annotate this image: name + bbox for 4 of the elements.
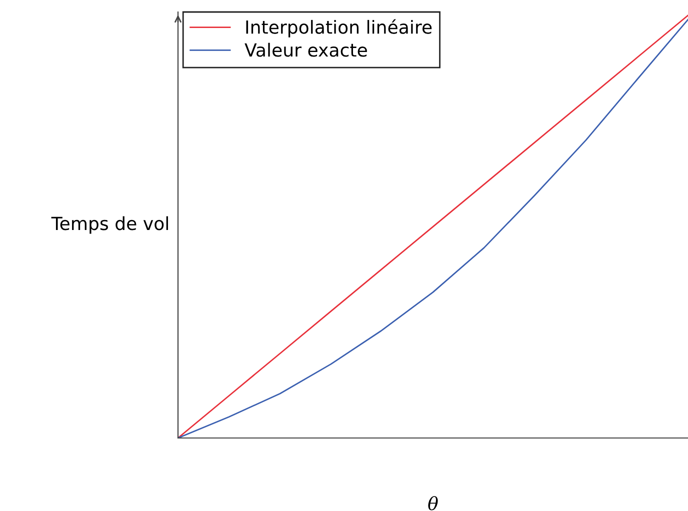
- x-axis-title: θ: [428, 496, 438, 510]
- legend-label: Interpolation linéaire: [246, 19, 432, 38]
- legend-label: Valeur exacte: [244, 42, 367, 57]
- y-axis-title: Temps de vol: [51, 216, 168, 234]
